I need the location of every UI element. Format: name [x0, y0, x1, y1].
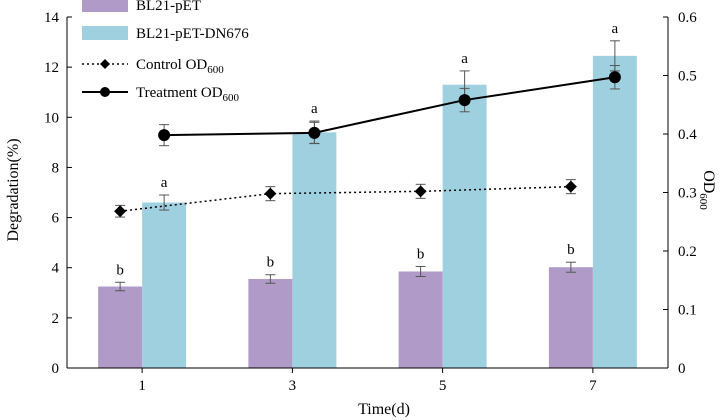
bar-bl21-pet [398, 271, 443, 368]
y-right-tick-label: 0.1 [678, 303, 697, 319]
x-tick-label: 7 [589, 378, 597, 394]
significance-label: a [161, 175, 168, 191]
bar-error-bar [565, 261, 576, 273]
bar-bl21-pet [248, 278, 293, 368]
treatment-od-point [158, 129, 171, 142]
y-right-tick-label: 0.4 [678, 127, 697, 143]
significance-label: b [267, 255, 275, 271]
y-left-tick-label: 14 [44, 10, 60, 26]
bar-error-bar [265, 274, 276, 284]
y-right-title-main: OD [700, 170, 717, 193]
legend-label: BL21-pET [136, 0, 201, 14]
bar-error-bar [115, 281, 126, 292]
significance-label: b [417, 246, 425, 262]
y-left-tick-label: 6 [52, 211, 60, 227]
significance-label: a [461, 51, 468, 67]
control-od-line [120, 185, 571, 212]
significance-label: b [116, 262, 124, 278]
bar-bl21-pet-dn676 [442, 84, 487, 368]
y-left-tick-label: 2 [52, 311, 60, 327]
significance-label: a [311, 101, 318, 117]
bar-error-bar [415, 265, 426, 277]
legend-label-main: Control OD [136, 57, 207, 73]
legend-label-sub: 600 [207, 64, 224, 76]
y-left-tick-label: 0 [52, 361, 60, 377]
y-left-tick-label: 10 [44, 110, 59, 126]
legend-label: Treatment OD600 [136, 85, 240, 104]
y-left-tick-label: 4 [52, 261, 60, 277]
legend-marker [100, 87, 110, 97]
bar-bl21-pet-dn676 [142, 202, 187, 368]
legend-swatch [82, 26, 128, 40]
legend-label: BL21-pET-DN676 [136, 26, 249, 42]
x-tick-label: 3 [289, 378, 297, 394]
y-right-tick-label: 0 [678, 361, 686, 377]
control-od-point [114, 205, 127, 218]
y-left-tick-label: 12 [44, 60, 59, 76]
y-right-tick-label: 0.6 [678, 10, 697, 26]
legend-marker [100, 59, 110, 69]
treatment-od-point [458, 94, 471, 107]
x-tick-label: 5 [439, 378, 447, 394]
significance-label: a [612, 21, 619, 37]
y-left-tick-label: 8 [52, 160, 60, 176]
y-right-tick-label: 0.3 [678, 186, 697, 202]
bar-bl21-pet-dn676 [292, 132, 337, 368]
legend-swatch [82, 0, 128, 12]
legend-label-main: Treatment OD [136, 85, 223, 101]
plot-area: b b b b a a a a 0 2 4 6 8 10 12 14 0 0.1 0.2 0.3 0.4 0.5 0.6 1 3… [44, 0, 697, 394]
control-od-point [264, 187, 277, 200]
x-tick-label: 1 [138, 378, 146, 394]
control-od-point [564, 180, 577, 193]
x-axis-title: Time(d) [358, 401, 410, 418]
bar-bl21-pet [548, 267, 593, 368]
y-right-title-sub: 600 [697, 193, 709, 210]
bar-bl21-pet [98, 286, 143, 368]
legend-label: Control OD600 [136, 57, 224, 76]
significance-label: b [567, 242, 575, 258]
y-left-axis-title: Degradation(%) [5, 138, 22, 241]
control-od-point [414, 185, 427, 198]
treatment-od-point [308, 126, 321, 139]
treatment-od-line [164, 76, 616, 137]
bar-bl21-pet-dn676 [592, 55, 637, 368]
y-right-tick-label: 0.2 [678, 244, 697, 260]
bar-error-bar [159, 194, 170, 211]
treatment-od-point [608, 71, 621, 84]
y-right-axis-title: OD600 [697, 170, 717, 210]
legend-label-sub: 600 [223, 92, 240, 104]
y-right-tick-label: 0.5 [678, 69, 697, 85]
